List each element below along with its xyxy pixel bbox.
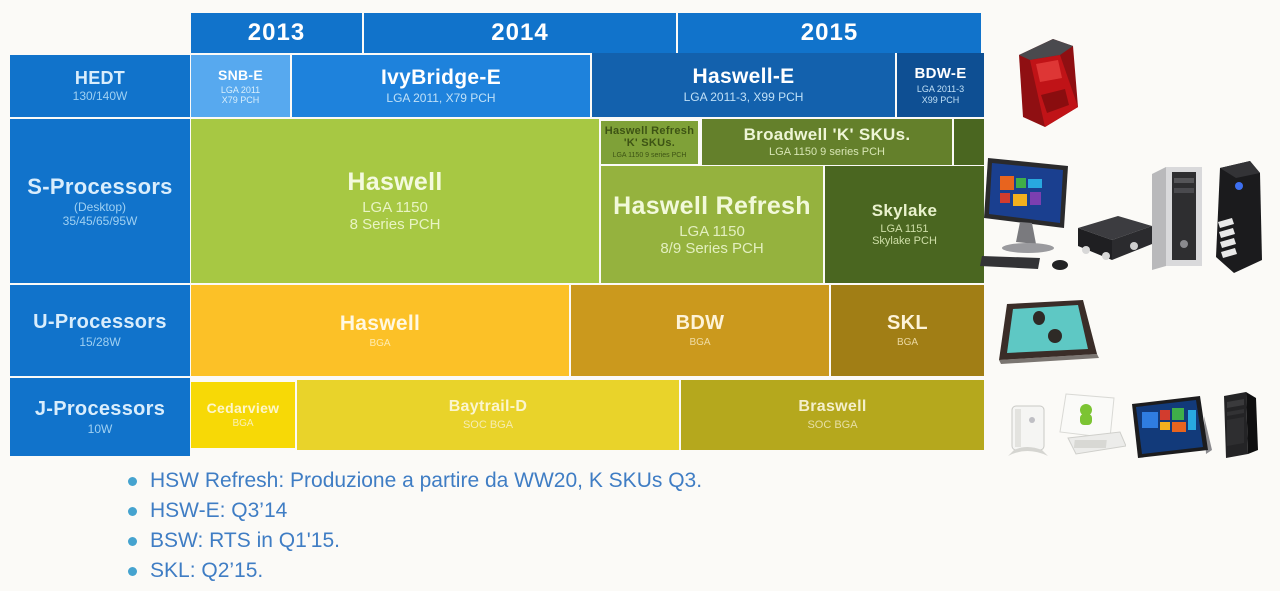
cell-bdw-e: BDW-E LGA 2011-3 X99 PCH [897,53,984,117]
windows-tablet-image [1132,396,1212,458]
row-label-s-processors: S-Processors (Desktop) 35/45/65/95W [10,119,190,283]
gaming-tower-image [1216,161,1262,273]
white-mini-pc-image [1008,405,1048,456]
cell-subtitle: BGA [232,418,254,430]
cell-subtitle: SOC BGA [462,418,514,431]
slim-tower-image [1224,392,1258,458]
cell-subtitle: LGA 1150 9 series PCH [769,146,885,159]
note-item: BSW: RTS in Q1'15. [128,526,702,556]
cell-subtitle: LGA 2011-3, X99 PCH [683,90,804,105]
year-header-2013: 2013 [191,13,362,53]
cell-title: Cedarview [206,400,280,417]
android-all-in-one-image [1059,393,1126,455]
cell-haswell-refresh: Haswell Refresh LGA 1150 8/9 Series PCH [601,166,823,283]
cell-cedarview: Cedarview BGA [191,382,295,448]
note-item: HSW Refresh: Produzione a partire da WW2… [128,466,702,496]
note-item: SKL: Q2’15. [128,556,702,586]
year-label: 2014 [491,19,549,46]
cell-haswell-u: Haswell BGA [191,285,569,376]
cell-title: SKL [887,312,928,335]
cell-title: Baytrail-D [448,398,528,416]
cell-subtitle: LGA 2011 X79 PCH [220,84,261,106]
row-title: U-Processors [33,311,167,334]
cell-subtitle: LGA 1151 Skylake PCH [872,222,937,248]
cell-title: SNB-E [217,66,264,83]
cell-subtitle: LGA 2011-3 X99 PCH [916,84,965,105]
row-label-j-processors: J-Processors 10W [10,378,190,456]
cell-bdw-u: BDW BGA [571,285,829,376]
cell-subtitle: LGA 1150 9 series PCH [612,152,687,160]
cell-title: Haswell Refresh 'K' SKUs. [604,124,695,150]
cell-title: BDW [675,312,725,335]
bullet-icon [128,536,137,546]
cell-subtitle: BGA [896,337,919,349]
red-gaming-tower-image [1019,39,1078,127]
cell-ivybridge-e: IvyBridge-E LGA 2011, X79 PCH [292,55,590,117]
cell-title: Haswell [339,311,421,335]
cell-subtitle: SOC BGA [807,418,858,431]
cell-braswell: Braswell SOC BGA [681,380,984,450]
cell-title: Haswell Refresh [613,191,811,220]
cell-title: Haswell-E [692,65,795,89]
cell-haswell-e: Haswell-E LGA 2011-3, X99 PCH [592,53,895,117]
bullet-icon [128,506,137,516]
cell-subtitle: LGA 1150 8 Series PCH [349,199,441,234]
cell-subtitle: BGA [369,337,391,349]
cell-subtitle: LGA 1150 8/9 Series PCH [660,222,764,257]
tablet-image [999,300,1099,364]
cell-haswell-desktop: Haswell LGA 1150 8 Series PCH [191,119,599,283]
row-label-hedt: HEDT 130/140W [10,55,190,117]
cell-haswell-refresh-k-skus: Haswell Refresh 'K' SKUs. LGA 1150 9 ser… [601,121,698,164]
cell-title: Broadwell 'K' SKUs. [743,124,911,144]
note-item: HSW-E: Q3’14 [128,496,702,526]
year-header-2014: 2014 [364,13,676,53]
desktop-tower-image [1152,167,1202,270]
row-title: J-Processors [34,397,166,420]
row-title: S-Processors [27,173,173,199]
bullet-icon [128,566,137,576]
row-label-u-processors: U-Processors 15/28W [10,285,190,376]
cell-skl-u: SKL BGA [831,285,984,376]
note-text: BSW: RTS in Q1'15. [150,529,340,552]
cell-skylake: Skylake LGA 1151 Skylake PCH [825,166,984,283]
row-subtitle: 15/28W [79,335,121,350]
bullet-icon [128,476,137,486]
cell-baytrail-d: Baytrail-D SOC BGA [297,380,679,450]
cell-title: BDW-E [914,65,967,83]
row-subtitle: 10W [87,421,113,436]
all-in-one-pc-image [980,158,1068,270]
notes-list: HSW Refresh: Produzione a partire da WW2… [128,466,702,586]
cell-subtitle: LGA 2011, X79 PCH [386,91,496,106]
note-text: HSW-E: Q3’14 [150,499,288,522]
year-label: 2013 [247,19,306,46]
cell-title: Haswell [347,168,443,197]
row-title: HEDT [74,67,126,88]
row-subtitle: (Desktop) 35/45/65/95W [62,199,138,228]
cell-snb-e: SNB-E LGA 2011 X79 PCH [191,55,290,117]
cell-title: Skylake [871,201,938,221]
mini-pc-image [1078,216,1152,260]
cell-skylake-extension [954,119,984,165]
cell-broadwell-k-skus: Broadwell 'K' SKUs. LGA 1150 9 series PC… [702,119,952,165]
note-text: HSW Refresh: Produzione a partire da WW2… [150,469,703,492]
cell-subtitle: BGA [689,337,711,349]
cell-title: IvyBridge-E [381,66,501,90]
row-subtitle: 130/140W [72,89,128,104]
year-label: 2015 [800,19,859,46]
note-text: SKL: Q2’15. [150,559,264,582]
cell-title: Braswell [798,398,867,416]
year-header-2015: 2015 [678,13,981,53]
